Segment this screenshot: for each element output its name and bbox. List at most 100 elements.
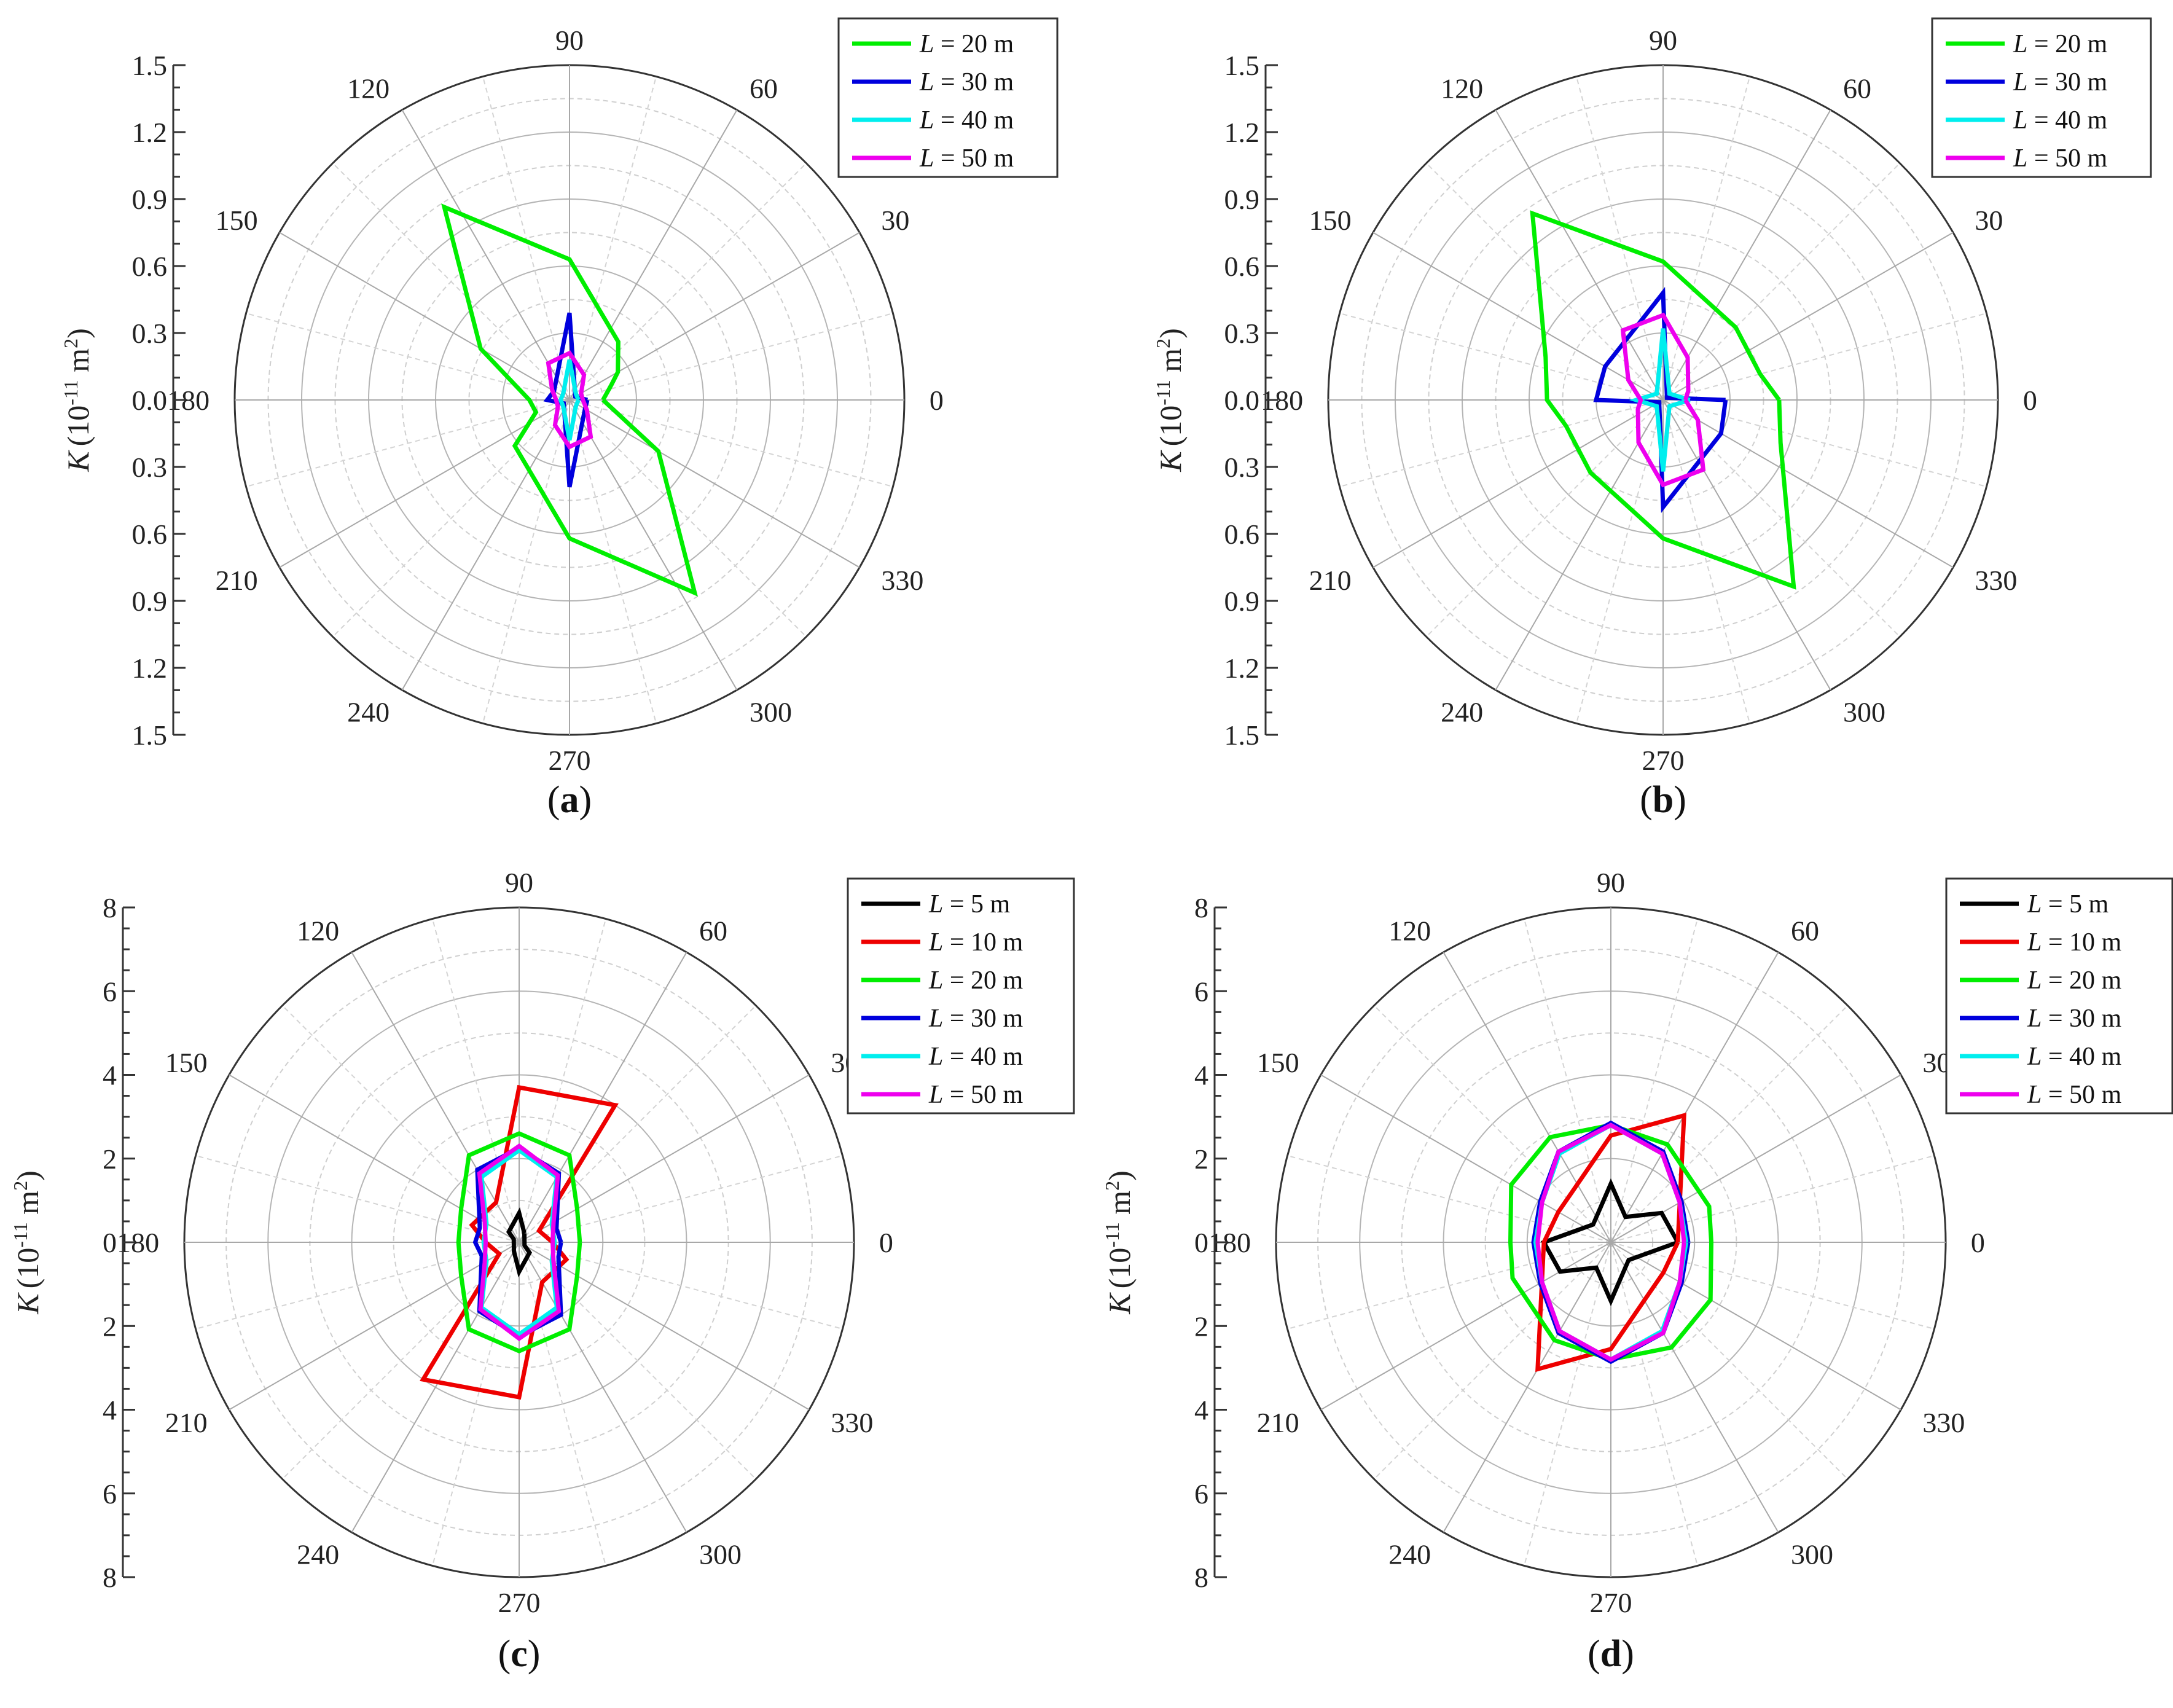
radial-tick-label-lower: 0.6 [1224, 519, 1260, 550]
series-line-L20 [456, 1131, 582, 1353]
minor-spoke [1373, 1005, 1611, 1243]
legend-label-L40: L = 40 m [928, 1043, 1024, 1071]
minor-spoke [1610, 1154, 1935, 1243]
legend-label-value: = 50 m [943, 1081, 1023, 1109]
minor-spoke [569, 399, 807, 638]
spoke-330 [519, 1242, 810, 1411]
radial-tick-label-upper: 0.9 [1224, 184, 1260, 215]
panel-label-letter: a [560, 779, 579, 821]
angle-label-120: 120 [347, 73, 390, 104]
radial-tick-label-lower: 0.9 [1224, 586, 1260, 617]
legend-label-L40: L = 40 m [2013, 106, 2108, 135]
legend-label-variable: L [2027, 928, 2042, 957]
y-axis-label: K (10-11 m2) [9, 1170, 45, 1315]
legend: L = 5 mL = 10 mL = 20 mL = 30 mL = 40 mL… [1945, 877, 2173, 1115]
panel-label-open: ( [1588, 1633, 1600, 1675]
legend-label-variable: L [2027, 1005, 2042, 1033]
legend-label-L40: L = 40 m [919, 106, 1014, 135]
legend-label-L50: L = 50 m [2027, 1081, 2122, 1109]
y-axis-label-close: ) [10, 1170, 45, 1181]
angle-label-210: 210 [165, 1407, 208, 1438]
minor-spoke [332, 162, 570, 401]
legend-label-value: = 10 m [943, 928, 1023, 957]
angle-label-270: 270 [549, 745, 591, 776]
radial-tick-label-upper: 6 [1194, 976, 1208, 1007]
y-axis-label-base: (10 [61, 405, 95, 447]
radial-tick-label-upper: 0.6 [132, 251, 168, 282]
spoke-60 [569, 109, 738, 401]
legend-label-L50: L = 50 m [928, 1081, 1024, 1109]
legend-label-value: = 50 m [2027, 144, 2107, 173]
panel-label-open: ( [547, 779, 560, 821]
minor-spoke [482, 76, 570, 401]
radial-tick-label-upper: 0.3 [132, 318, 168, 349]
angle-label-240: 240 [297, 1538, 339, 1570]
legend-label-value: = 40 m [2042, 1043, 2121, 1071]
legend-label-L30: L = 30 m [2027, 1005, 2122, 1033]
legend-label-value: = 30 m [2027, 68, 2107, 96]
legend-label-variable: L [2013, 144, 2027, 173]
y-axis-label-symbol: K [61, 450, 95, 472]
series-line-L40 [1629, 328, 1691, 472]
legend-label-L20: L = 20 m [2027, 966, 2122, 995]
y-axis-label-exponent: -11 [60, 380, 82, 405]
y-axis-label-close: ) [61, 328, 95, 339]
angle-label-60: 60 [699, 915, 727, 947]
radial-tick-label-lower: 6 [1194, 1478, 1208, 1510]
minor-spoke [1287, 1154, 1611, 1243]
radial-tick-label-lower: 0.6 [132, 519, 168, 550]
panel-label-open: ( [498, 1633, 511, 1675]
minor-spoke [195, 1154, 520, 1243]
panel-label-letter: c [511, 1633, 528, 1675]
minor-spoke [1610, 1242, 1935, 1330]
polar-chart-c: 0306090120150180210240270300330022446688… [9, 867, 1075, 1675]
minor-spoke [482, 399, 570, 724]
spoke-150 [1320, 1074, 1611, 1243]
minor-spoke [569, 399, 893, 488]
angle-label-150: 150 [165, 1047, 208, 1078]
minor-spoke [1523, 1242, 1611, 1566]
legend-label-variable: L [928, 966, 943, 995]
y-axis-label-symbol: K [10, 1292, 45, 1315]
angle-label-330: 330 [881, 565, 923, 596]
angle-label-330: 330 [831, 1407, 873, 1438]
series-line-L10 [1535, 1112, 1686, 1373]
angle-label-300: 300 [1791, 1538, 1833, 1570]
y-axis-label-base: (10 [1102, 1248, 1137, 1289]
radial-tick-label-upper: 0 [1194, 1227, 1208, 1258]
series-line-L20 [1508, 1122, 1713, 1362]
series-line-L40 [558, 359, 581, 441]
minor-spoke [1575, 399, 1664, 724]
angle-label-120: 120 [297, 915, 339, 947]
minor-spoke [1339, 399, 1664, 488]
legend-label-value: = 20 m [934, 30, 1014, 58]
legend-label-value: = 40 m [934, 106, 1014, 135]
minor-spoke [1425, 399, 1664, 638]
angle-label-30: 30 [881, 205, 909, 236]
minor-spoke [519, 1242, 607, 1566]
panel-label: (a) [547, 779, 592, 821]
radial-tick-label-upper: 6 [103, 976, 117, 1007]
legend-label-L50: L = 50 m [2013, 144, 2108, 173]
angle-label-330: 330 [1975, 565, 2017, 596]
legend: L = 20 mL = 30 mL = 40 mL = 50 m [837, 17, 1059, 178]
angle-label-210: 210 [216, 565, 258, 596]
y-axis-label-unit: m [10, 1191, 45, 1223]
minor-spoke [1610, 1242, 1849, 1480]
y-axis-label-exponent: -11 [9, 1222, 31, 1247]
minor-spoke [1339, 312, 1664, 401]
legend-label-value: = 20 m [943, 966, 1023, 995]
radial-tick-label-lower: 1.5 [132, 719, 168, 751]
angle-label-240: 240 [1441, 696, 1483, 727]
legend-label-variable: L [2027, 1081, 2042, 1109]
angle-label-270: 270 [1642, 745, 1685, 776]
spoke-210 [229, 1242, 520, 1411]
angle-label-60: 60 [750, 73, 778, 104]
angle-label-240: 240 [1388, 1538, 1431, 1570]
series-line-L20 [441, 203, 698, 597]
spoke-210 [279, 399, 570, 568]
minor-spoke [569, 399, 657, 724]
radial-tick-label-upper: 1.5 [1224, 50, 1260, 81]
